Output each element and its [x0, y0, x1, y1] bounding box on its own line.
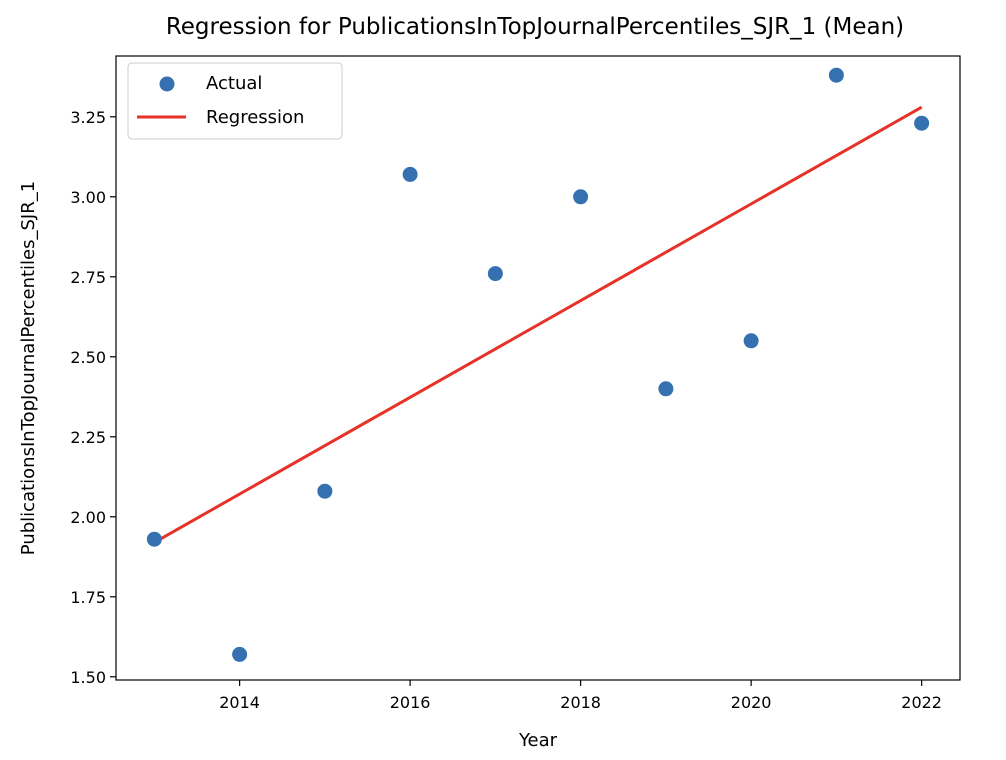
axes-frame: [115, 55, 961, 681]
x-tick-label: 2014: [219, 693, 260, 712]
y-tick-label: 2.75: [70, 268, 106, 287]
y-tick-label: 1.75: [70, 588, 106, 607]
actual-data-point: [914, 115, 930, 131]
series-layer: [146, 67, 930, 662]
actual-data-point: [743, 333, 759, 349]
y-tick-label: 2.00: [70, 508, 106, 527]
actual-data-point: [573, 189, 589, 205]
y-tick-label: 2.50: [70, 348, 106, 367]
actual-data-point: [317, 483, 333, 499]
legend-actual-marker: [159, 76, 175, 92]
plot-area: 2014 2016 2018 2020 2022 1.50 1.75 2.00 2.25 2.5…: [70, 55, 961, 712]
x-tick-label: 2020: [731, 693, 772, 712]
legend: Actual Regression: [127, 62, 343, 140]
y-axis-label: PublicationsInTopJournalPercentiles_SJR_…: [18, 181, 39, 555]
regression-line: [153, 105, 923, 544]
x-tick-label: 2022: [901, 693, 942, 712]
actual-data-point: [146, 531, 162, 547]
x-axis-ticks: 2014 2016 2018 2020 2022: [219, 680, 942, 712]
x-axis-label: Year: [518, 730, 558, 751]
y-tick-label: 3.00: [70, 188, 106, 207]
legend-regression-label: Regression: [206, 107, 304, 128]
legend-actual-label: Actual: [206, 73, 262, 94]
x-tick-label: 2018: [560, 693, 601, 712]
chart-title: Regression for PublicationsInTopJournalP…: [166, 14, 904, 40]
y-axis-ticks: 1.50 1.75 2.00 2.25 2.50 2.75 3.00 3.25: [70, 108, 116, 687]
actual-data-point: [232, 646, 248, 662]
y-tick-label: 1.50: [70, 668, 106, 687]
actual-data-point: [487, 266, 503, 282]
actual-data-point: [402, 166, 418, 182]
y-tick-label: 3.25: [70, 108, 106, 127]
legend-box: [127, 62, 343, 140]
actual-data-point: [828, 67, 844, 83]
x-tick-label: 2016: [390, 693, 431, 712]
actual-data-point: [658, 381, 674, 397]
y-tick-label: 2.25: [70, 428, 106, 447]
